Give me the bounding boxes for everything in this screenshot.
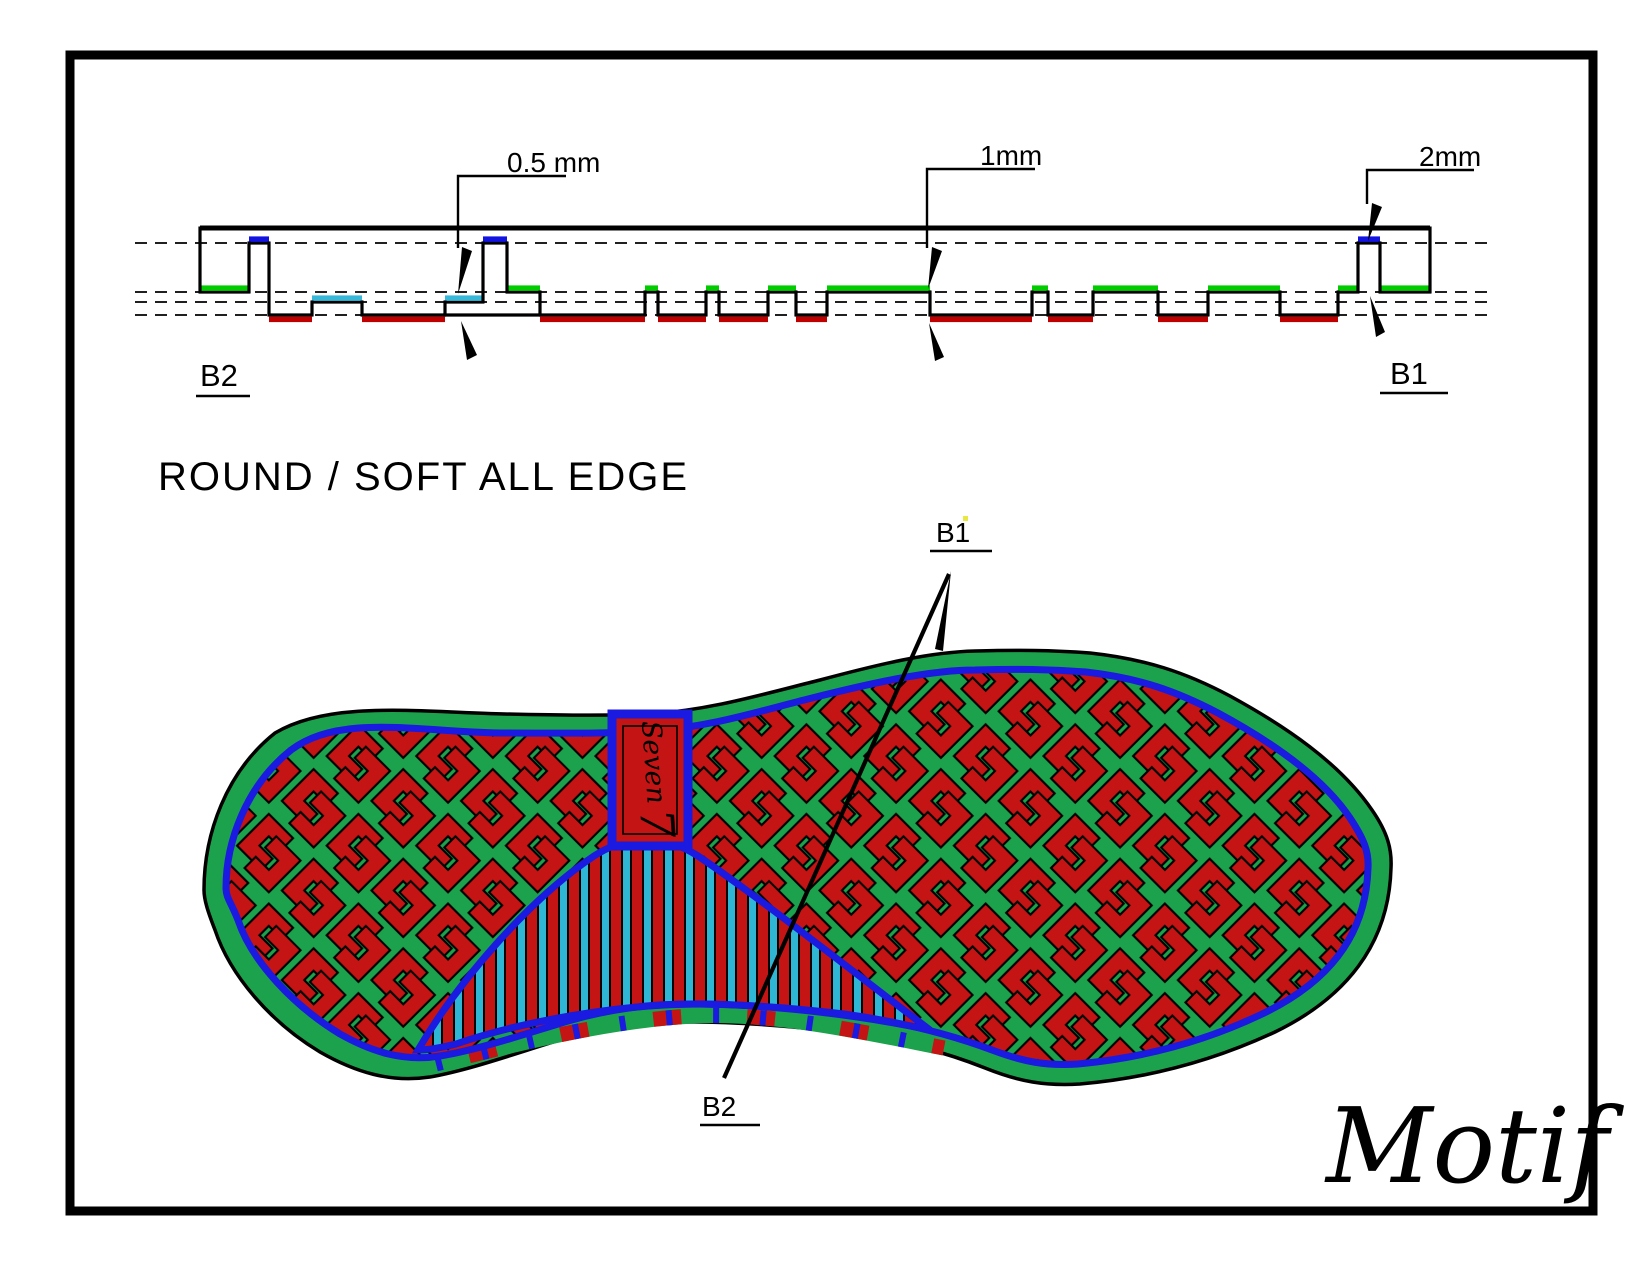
logo-patch-body	[607, 709, 693, 851]
sole-bottom-band-red-cells	[434, 1008, 946, 1072]
profile-run-color	[719, 316, 768, 323]
profile-run-color	[249, 236, 269, 242]
logo-patch: Seven 7	[607, 709, 693, 851]
profile-run-color	[362, 316, 445, 323]
profile-run-color	[827, 285, 930, 291]
dim-1mm-arrow-upper	[928, 247, 942, 289]
dim-1mm-label: 1mm	[980, 140, 1042, 171]
tread-profile-geometry	[198, 225, 1432, 323]
dim-0-5mm-leader	[456, 174, 566, 248]
profile-run-color	[1093, 285, 1158, 291]
logo-signature-word: Seven	[635, 720, 672, 805]
brand-motif: Motif	[1324, 1085, 1624, 1207]
profile-run-color	[1380, 285, 1430, 291]
profile-run-color	[1158, 316, 1208, 323]
logo-signature: Seven 7	[623, 719, 685, 841]
profile-run-color	[1280, 316, 1338, 323]
dim-0-5mm-arrow-upper	[458, 247, 472, 294]
dim-2mm-arrow-lower	[1370, 296, 1385, 337]
profile-run-color	[269, 316, 312, 323]
profile-run-color	[445, 295, 483, 301]
sole-label-b2-text: B2	[702, 1091, 736, 1122]
sole-diagram: Seven 7 B1 B2	[202, 516, 1393, 1127]
profile-run-color	[768, 285, 796, 291]
sole-callout-arrow	[935, 571, 951, 651]
profile-run-color	[1338, 285, 1358, 291]
dim-1mm-arrow-lower	[929, 323, 944, 361]
stray-mark	[963, 516, 968, 521]
profile-run-color	[796, 316, 827, 323]
sole-label-b2: B2	[700, 1091, 760, 1127]
profile-run-color	[658, 316, 706, 323]
dim-2mm-arrow-upper	[1368, 203, 1382, 241]
dim-0-5mm-label: 0.5 mm	[507, 147, 600, 178]
tread-profile-section: 0.5 mm 1mm 2mm B2 B1	[135, 140, 1488, 398]
profile-label-b2: B2	[196, 358, 250, 398]
profile-run-color	[930, 316, 1032, 323]
dim-1mm-leader	[925, 167, 1035, 248]
sole-arch-stripes	[411, 836, 933, 1054]
dim-1mm-callout: 1mm	[925, 140, 1042, 361]
profile-run-color	[312, 295, 362, 301]
sole-label-b1: B1	[930, 517, 992, 553]
dim-0-5mm-callout: 0.5 mm	[456, 147, 600, 360]
sole-callout-line	[722, 573, 951, 1079]
profile-run-color	[1032, 285, 1048, 291]
profile-run-color	[706, 285, 719, 291]
dim-2mm-label: 2mm	[1419, 141, 1481, 172]
dim-0-5mm-arrow-lower	[461, 321, 477, 360]
profile-label-b1: B1	[1380, 356, 1448, 395]
dim-2mm-callout: 2mm	[1365, 141, 1481, 337]
dim-2mm-leader	[1365, 168, 1474, 204]
profile-run-color	[1208, 285, 1280, 291]
profile-label-b1-text: B1	[1390, 356, 1428, 391]
profile-run-color	[1048, 316, 1093, 323]
logo-patch-inner-outline	[622, 725, 678, 835]
profile-run-color	[200, 285, 249, 291]
profile-run-color	[540, 316, 645, 323]
profile-run-color	[507, 285, 540, 291]
profile-run-color	[1358, 236, 1380, 242]
section-note: ROUND / SOFT ALL EDGE	[158, 455, 689, 499]
sole-label-b1-text: B1	[936, 517, 970, 548]
profile-run-color	[645, 285, 658, 291]
frame-border	[65, 50, 1598, 1216]
profile-label-b2-text: B2	[200, 358, 238, 393]
logo-signature-digit: 7	[629, 807, 685, 841]
guide-dashed-lines	[135, 242, 1488, 316]
profile-run-color	[483, 236, 507, 242]
